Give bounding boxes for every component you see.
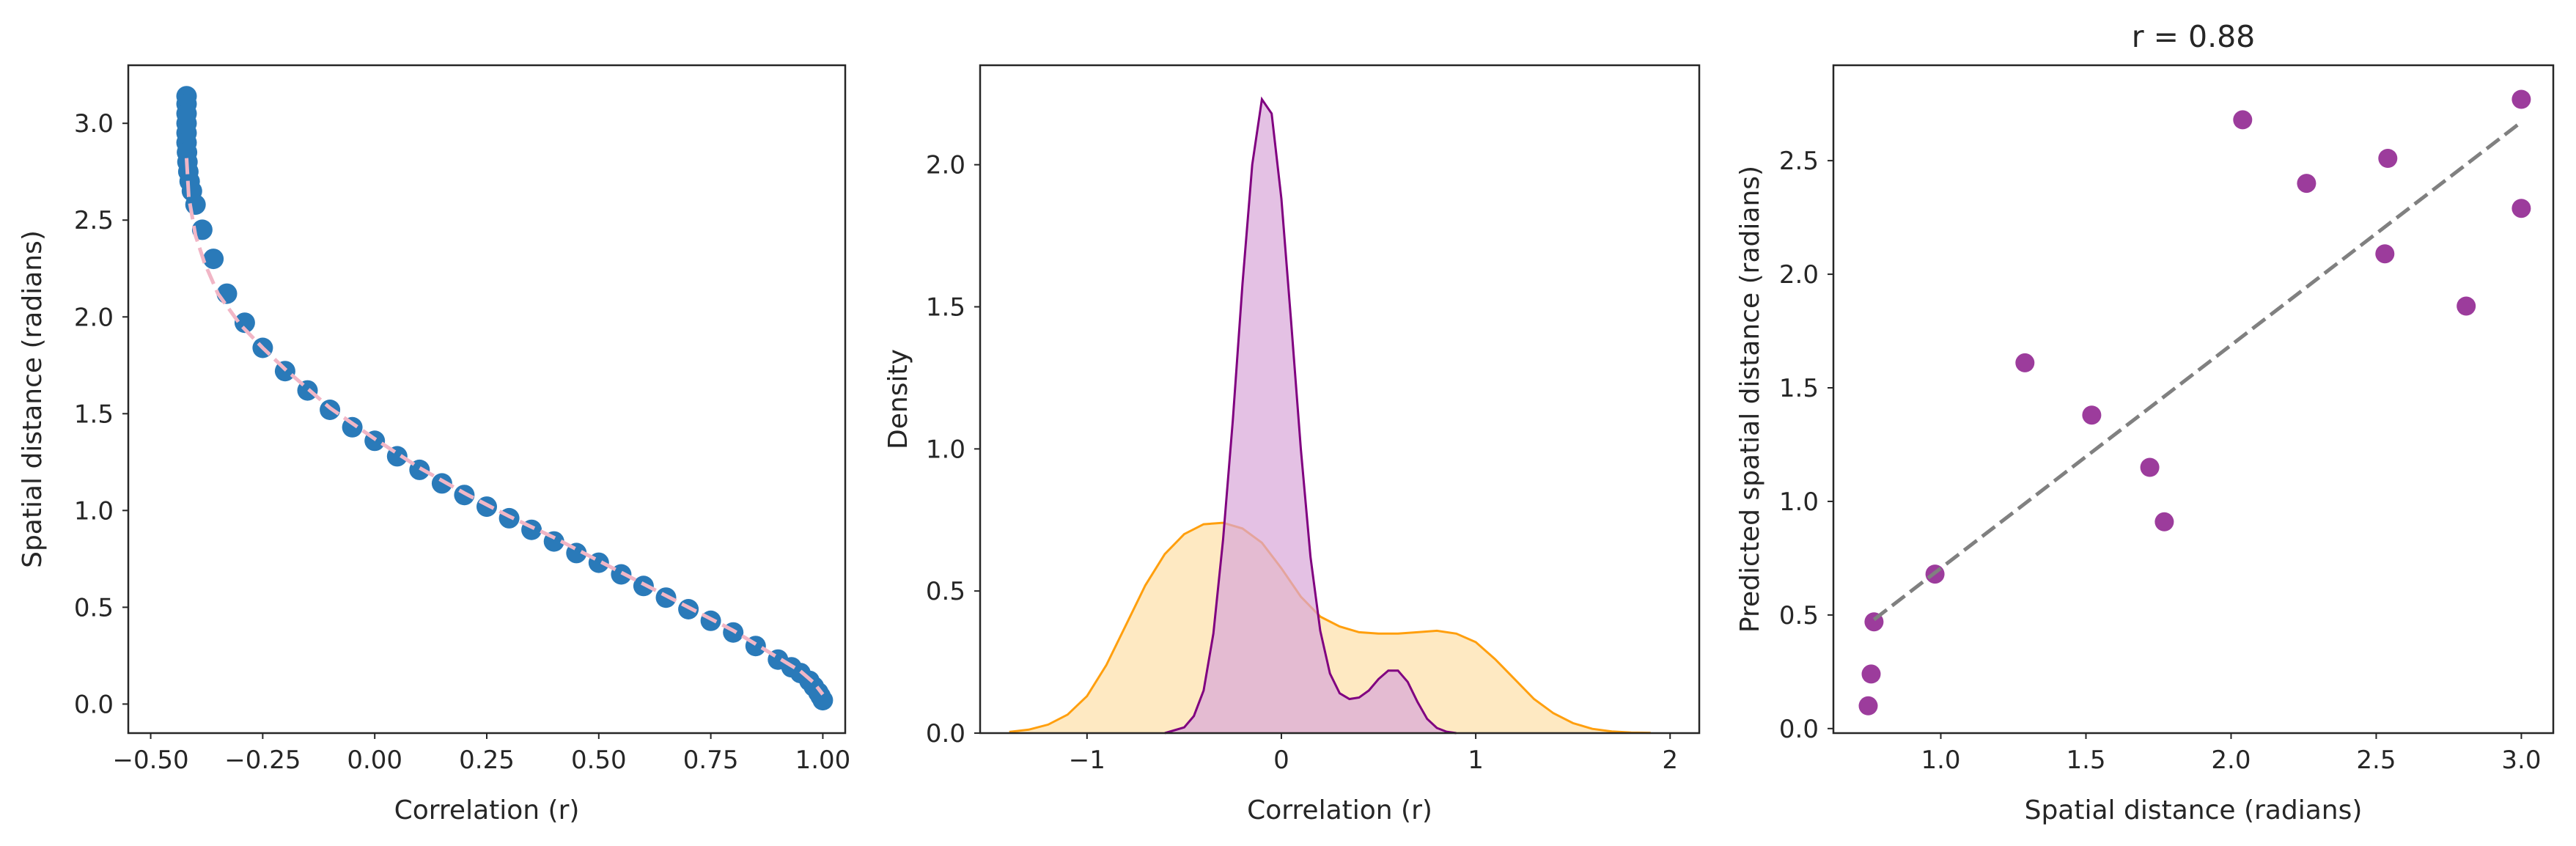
- data-point: [2511, 89, 2531, 109]
- data-point: [2233, 110, 2253, 130]
- panel-1-marks: [176, 86, 833, 711]
- density-curve-0: [1009, 521, 1651, 735]
- panel-3-marks: [1858, 89, 2531, 716]
- data-point: [812, 690, 833, 711]
- y-tick-label: 1.5: [1779, 374, 1819, 403]
- y-tick-label: 0.5: [926, 577, 965, 606]
- panel-3-y-axis-label: Predicted spatial distance (radians): [1735, 166, 1765, 633]
- prediction-panel: 1.0 1.5 2.0 2.5 3.0 0.0 0.5 1.0 1.5 2.0 2.5 r = 0.…: [1735, 19, 2555, 825]
- y-tick-label: 1.0: [74, 496, 114, 526]
- y-tick-label: 1.0: [1779, 488, 1819, 517]
- data-point: [2082, 405, 2102, 425]
- x-tick-label: −1: [1069, 746, 1105, 775]
- data-point: [203, 249, 224, 270]
- y-tick-label: 0.0: [926, 719, 965, 748]
- x-tick-label: 3.0: [2501, 746, 2541, 775]
- data-point: [2015, 353, 2035, 372]
- x-tick-label: 1.00: [795, 746, 851, 775]
- data-point: [2154, 512, 2174, 531]
- panel-1-ticks: −0.50 −0.25 0.00 0.25 0.50 0.75 1.00 0.0 0.5 1.0 1…: [74, 109, 850, 775]
- y-tick-label: 3.0: [74, 109, 114, 139]
- panel-1-x-axis-label: Correlation (r): [394, 795, 580, 825]
- data-point: [234, 312, 255, 334]
- y-tick-label: 0.0: [74, 690, 114, 719]
- correlation-distance-panel: −0.50 −0.25 0.00 0.25 0.50 0.75 1.00 0.0 0.5 1.0 1…: [18, 64, 850, 825]
- data-point: [1858, 696, 1878, 716]
- x-tick-label: −0.25: [224, 746, 301, 775]
- x-tick-label: 0: [1273, 746, 1289, 775]
- y-tick-label: 2.5: [1779, 147, 1819, 176]
- y-tick-label: 2.0: [1779, 260, 1819, 290]
- y-tick-label: 1.5: [74, 400, 114, 429]
- panel-2-frame: [979, 64, 1701, 735]
- y-tick-label: 0.0: [1779, 715, 1819, 744]
- panel-2-marks: [1009, 96, 1651, 735]
- x-tick-label: 2: [1662, 746, 1678, 775]
- panel-3-ticks: 1.0 1.5 2.0 2.5 3.0 0.0 0.5 1.0 1.5 2.0 2.5: [1779, 147, 2542, 775]
- panel-3-title: r = 0.88: [2132, 19, 2256, 54]
- fit-line: [185, 158, 825, 696]
- data-point: [2140, 457, 2160, 477]
- x-tick-label: 0.50: [571, 746, 627, 775]
- panel-3-x-axis-label: Spatial distance (radians): [2025, 795, 2363, 825]
- x-tick-label: 1.5: [2066, 746, 2105, 775]
- x-tick-label: 2.5: [2356, 746, 2396, 775]
- fit-line: [1872, 120, 2522, 622]
- x-tick-label: 0.75: [683, 746, 739, 775]
- y-tick-label: 2.0: [74, 303, 114, 332]
- data-point: [2375, 244, 2395, 264]
- density-panel: −1 0 1 2 0.0 0.5 1.0 1.5 2.0 Correlation (r) Den…: [883, 64, 1701, 825]
- data-point: [2378, 149, 2398, 168]
- data-point: [342, 416, 363, 438]
- density-fill-0: [1009, 523, 1651, 733]
- panel-1-frame: [127, 64, 847, 735]
- y-tick-label: 0.5: [74, 593, 114, 622]
- panel-1-y-axis-label: Spatial distance (radians): [18, 230, 48, 568]
- data-point: [1861, 664, 1881, 684]
- x-tick-label: 0.25: [459, 746, 515, 775]
- y-tick-label: 1.5: [926, 293, 965, 323]
- x-tick-label: 1: [1468, 746, 1484, 775]
- panel-2-ticks: −1 0 1 2 0.0 0.5 1.0 1.5 2.0: [926, 151, 1678, 775]
- density-curve-1: [1164, 96, 1457, 735]
- data-point: [2511, 199, 2531, 218]
- y-tick-label: 2.5: [74, 206, 114, 235]
- data-point: [2297, 174, 2316, 194]
- x-tick-label: 1.0: [1921, 746, 1960, 775]
- data-point: [431, 473, 452, 494]
- panel-2-y-axis-label: Density: [883, 349, 913, 449]
- x-tick-label: 2.0: [2211, 746, 2251, 775]
- x-tick-label: 0.00: [347, 746, 402, 775]
- x-tick-label: −0.50: [112, 746, 188, 775]
- density-fill-1: [1164, 99, 1457, 733]
- data-point: [2457, 296, 2476, 316]
- y-tick-label: 2.0: [926, 151, 965, 180]
- y-tick-label: 1.0: [926, 435, 965, 464]
- panel-3-frame: [1832, 64, 2555, 735]
- panel-2-x-axis-label: Correlation (r): [1247, 795, 1432, 825]
- y-tick-label: 0.5: [1779, 601, 1819, 630]
